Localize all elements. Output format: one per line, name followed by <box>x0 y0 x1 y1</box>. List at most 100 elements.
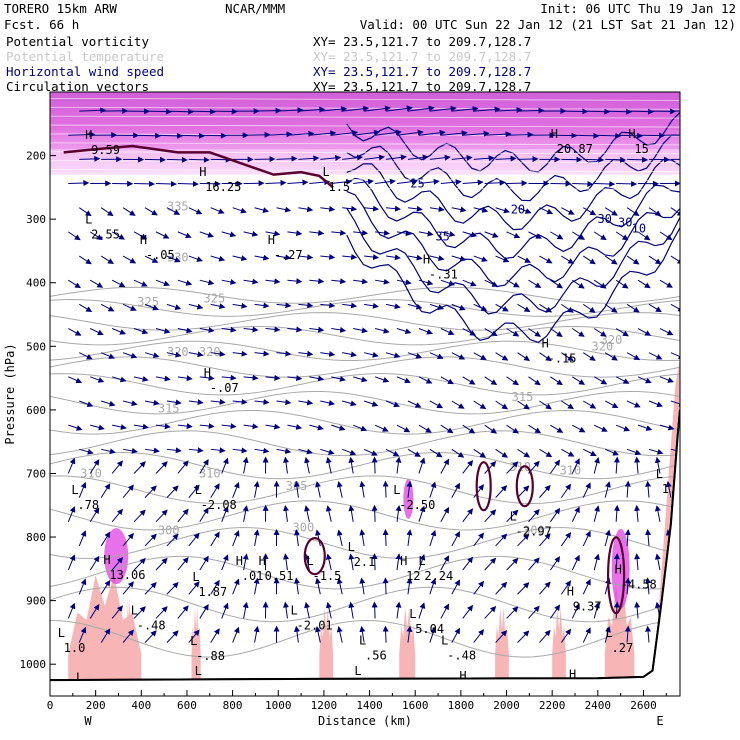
circulation-vector <box>659 231 673 241</box>
extremum-marker: L <box>606 626 613 640</box>
extremum-value: -2.50 <box>399 498 435 512</box>
circulation-vector <box>348 601 355 619</box>
circulation-vector <box>342 105 370 112</box>
circulation-vector <box>342 205 358 212</box>
extremum-value: 16.25 <box>205 180 241 194</box>
circulation-vector <box>604 303 618 313</box>
circulation-vector <box>359 577 366 595</box>
circulation-vector <box>199 458 209 474</box>
circulation-vector <box>418 424 432 433</box>
wind-speed-contour-label: 10 <box>632 222 646 236</box>
circulation-vector <box>243 278 259 285</box>
theta-contour-line <box>50 340 680 362</box>
circulation-vector <box>331 326 347 333</box>
circulation-vector <box>604 448 619 456</box>
circulation-vector <box>331 375 346 382</box>
circulation-vector <box>615 279 629 289</box>
circulation-vector <box>637 231 651 241</box>
circulation-vector <box>342 302 358 309</box>
y-tick-label: 200 <box>26 150 46 163</box>
jet-streamline <box>50 97 680 101</box>
circulation-vector <box>382 577 389 595</box>
circulation-vector <box>582 627 591 643</box>
circulation-vector <box>155 375 171 382</box>
circulation-vector <box>133 461 146 474</box>
circulation-vector <box>309 375 325 382</box>
circulation-vector <box>298 302 314 309</box>
circulation-vector <box>539 581 551 595</box>
circulation-vector <box>254 302 270 309</box>
circulation-vector <box>101 400 116 407</box>
circulation-vector <box>144 630 157 643</box>
circulation-vector <box>122 400 138 407</box>
x-tick-label: 1400 <box>356 699 383 712</box>
circulation-vector <box>583 400 597 409</box>
circulation-vector <box>133 279 148 287</box>
extremum-value: .27 <box>612 641 634 655</box>
circulation-vector <box>242 601 249 619</box>
circulation-vector <box>188 255 203 262</box>
circulation-vector <box>407 154 429 161</box>
circulation-vector <box>287 424 303 430</box>
pv-max-blob <box>403 478 414 519</box>
extremum-value: 0.51 <box>265 569 294 583</box>
circulation-vector <box>68 180 90 187</box>
circulation-vector <box>232 398 248 405</box>
circulation-vector <box>287 278 303 285</box>
circulation-vector <box>484 460 497 474</box>
circulation-vector <box>593 231 607 241</box>
circulation-vector <box>517 448 531 458</box>
x-tick-label: 1200 <box>311 699 338 712</box>
circulation-vector <box>100 483 111 498</box>
circulation-vector <box>613 601 620 619</box>
pv-contour-layer <box>63 144 626 615</box>
circulation-vector <box>627 156 649 163</box>
circulation-vector <box>133 606 146 619</box>
wind-speed-contour-label: 30 <box>618 215 632 229</box>
circulation-vector <box>166 303 182 310</box>
circulation-vector <box>528 509 540 523</box>
circulation-vector <box>418 178 440 185</box>
theta-contour-label: 320 <box>167 345 189 359</box>
circulation-vector <box>155 606 168 619</box>
circulation-vector <box>429 352 444 360</box>
circulation-vector <box>298 399 314 406</box>
circulation-vector <box>517 255 531 263</box>
circulation-vector <box>550 376 563 386</box>
circulation-vector <box>645 577 652 595</box>
wind-speed-contour-line <box>346 207 680 315</box>
x-tick-label: 200 <box>86 699 106 712</box>
circulation-vector <box>506 231 521 239</box>
circulation-vector <box>561 207 575 215</box>
circulation-vector <box>429 255 445 262</box>
circulation-vector <box>265 179 287 186</box>
circulation-vector <box>374 327 390 334</box>
circulation-vector <box>287 375 303 382</box>
circulation-vector <box>79 448 94 455</box>
extremum-value: -2.01 <box>297 619 333 633</box>
circulation-vector <box>418 602 426 619</box>
circulation-vector <box>440 231 456 237</box>
circulation-vector <box>462 130 490 137</box>
circulation-vector <box>473 155 495 162</box>
circulation-vector <box>539 533 551 547</box>
circulation-vector <box>645 529 652 546</box>
circulation-vector <box>133 557 146 571</box>
extremum-value: 2.55 <box>91 228 120 242</box>
x-tick-label: 800 <box>223 699 243 712</box>
circulation-vector <box>221 326 237 333</box>
circulation-vector <box>122 207 136 216</box>
circulation-vector <box>604 207 618 216</box>
extremum-value: -.48 <box>447 649 476 663</box>
circulation-vector <box>133 423 149 430</box>
circulation-vector <box>67 602 76 619</box>
circulation-vector <box>67 554 76 571</box>
extremum-marker: L <box>354 664 361 678</box>
circulation-vector <box>572 376 585 385</box>
circulation-vector <box>79 155 101 162</box>
circulation-vector <box>539 400 552 410</box>
extremum-marker: L <box>85 213 92 227</box>
circulation-vector <box>561 255 575 264</box>
terrain-layer <box>50 409 680 696</box>
extremum-marker: H <box>268 233 275 247</box>
